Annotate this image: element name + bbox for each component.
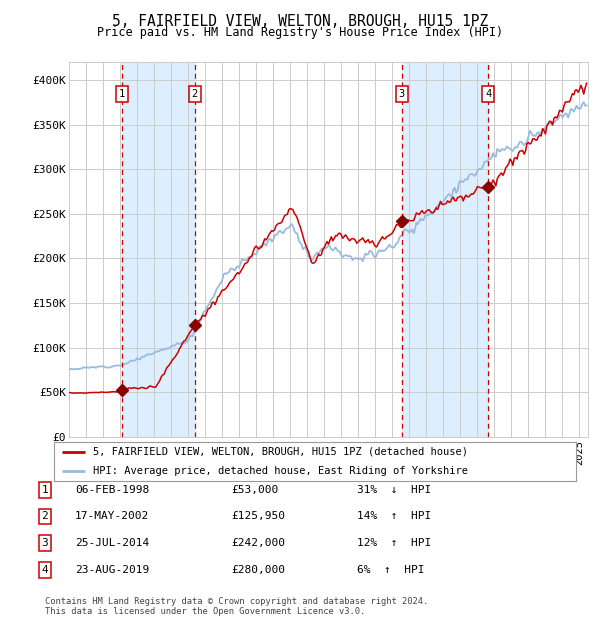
Text: 31%  ↓  HPI: 31% ↓ HPI xyxy=(357,485,431,495)
Text: 23-AUG-2019: 23-AUG-2019 xyxy=(75,565,149,575)
Text: 1: 1 xyxy=(41,485,49,495)
Text: 2: 2 xyxy=(41,512,49,521)
Text: 14%  ↑  HPI: 14% ↑ HPI xyxy=(357,512,431,521)
Text: 5, FAIRFIELD VIEW, WELTON, BROUGH, HU15 1PZ: 5, FAIRFIELD VIEW, WELTON, BROUGH, HU15 … xyxy=(112,14,488,29)
Text: 17-MAY-2002: 17-MAY-2002 xyxy=(75,512,149,521)
Bar xyxy=(402,62,488,437)
Text: Price paid vs. HM Land Registry's House Price Index (HPI): Price paid vs. HM Land Registry's House … xyxy=(97,26,503,39)
Text: £125,950: £125,950 xyxy=(231,512,285,521)
Text: £53,000: £53,000 xyxy=(231,485,278,495)
Text: 06-FEB-1998: 06-FEB-1998 xyxy=(75,485,149,495)
Text: 12%  ↑  HPI: 12% ↑ HPI xyxy=(357,538,431,548)
Text: £280,000: £280,000 xyxy=(231,565,285,575)
Text: £242,000: £242,000 xyxy=(231,538,285,548)
Text: Contains HM Land Registry data © Crown copyright and database right 2024.: Contains HM Land Registry data © Crown c… xyxy=(45,597,428,606)
Text: This data is licensed under the Open Government Licence v3.0.: This data is licensed under the Open Gov… xyxy=(45,606,365,616)
Text: 4: 4 xyxy=(41,565,49,575)
Text: 4: 4 xyxy=(485,89,491,99)
Text: 1: 1 xyxy=(119,89,125,99)
Text: 3: 3 xyxy=(399,89,405,99)
Text: 6%  ↑  HPI: 6% ↑ HPI xyxy=(357,565,425,575)
Text: 5, FAIRFIELD VIEW, WELTON, BROUGH, HU15 1PZ (detached house): 5, FAIRFIELD VIEW, WELTON, BROUGH, HU15 … xyxy=(93,446,468,457)
Bar xyxy=(122,62,194,437)
Text: 25-JUL-2014: 25-JUL-2014 xyxy=(75,538,149,548)
Text: 2: 2 xyxy=(191,89,198,99)
Text: 3: 3 xyxy=(41,538,49,548)
Text: HPI: Average price, detached house, East Riding of Yorkshire: HPI: Average price, detached house, East… xyxy=(93,466,468,476)
